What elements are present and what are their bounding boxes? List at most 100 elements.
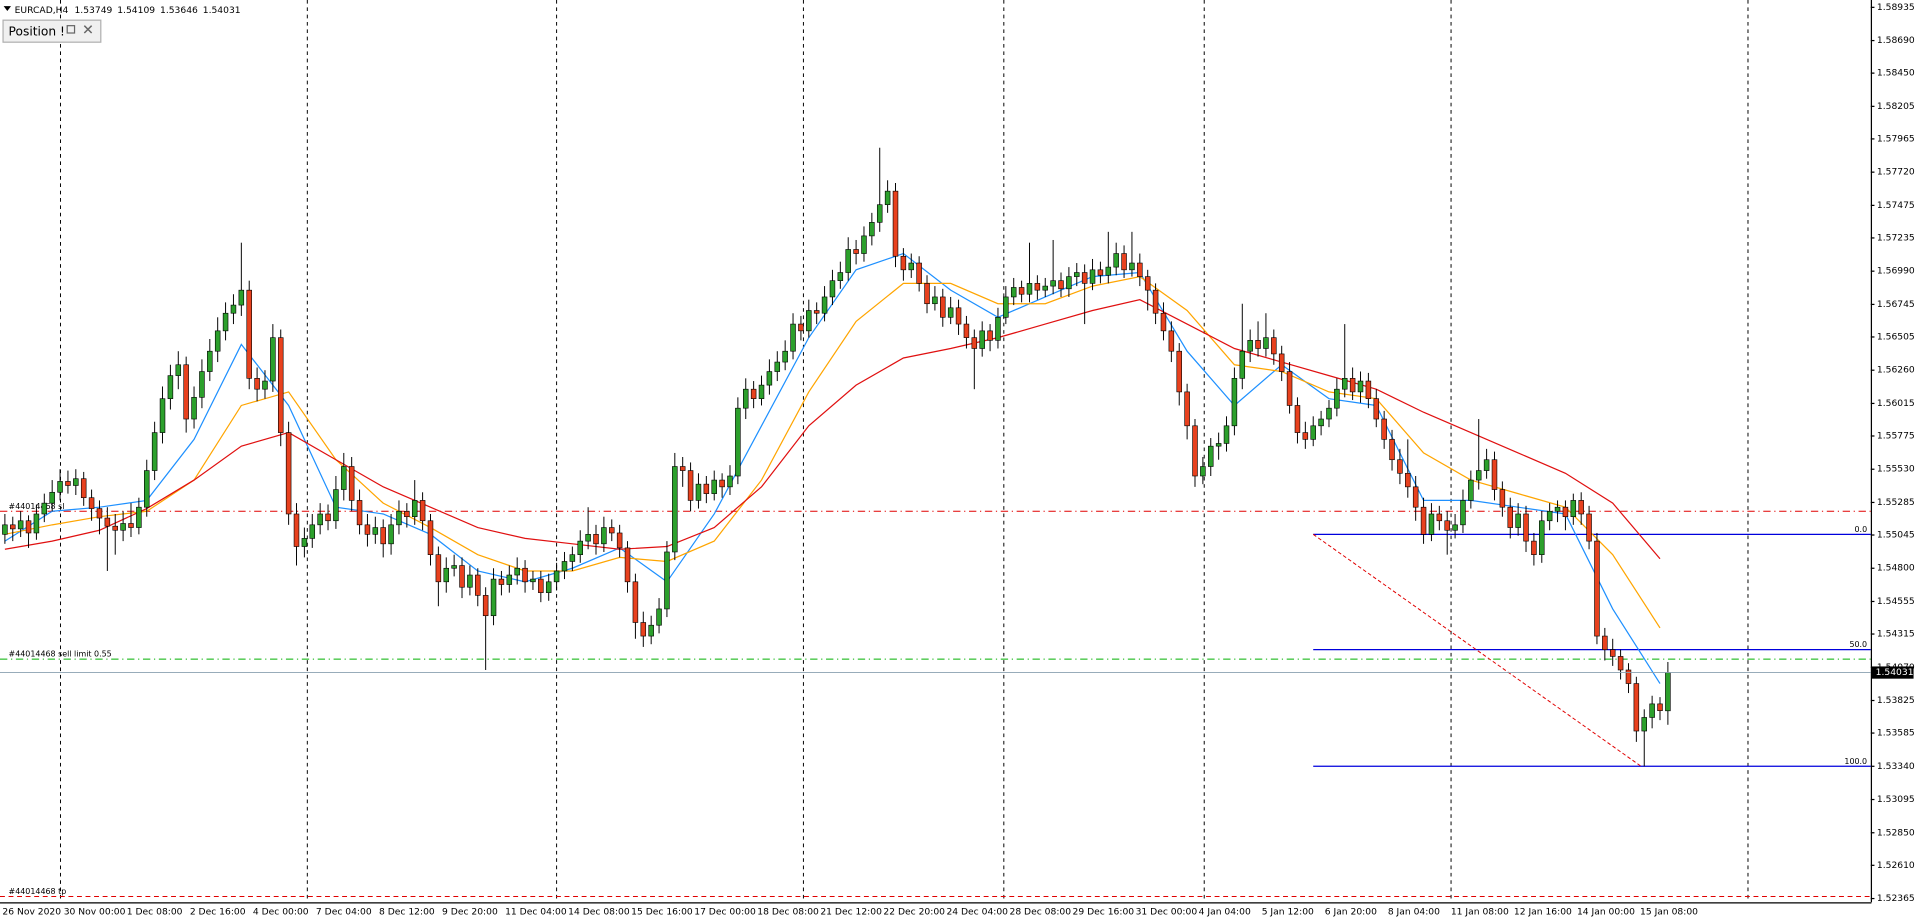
candle-body	[1137, 262, 1143, 277]
chart-header: EURCAD,H4 1.53749 1.54109 1.53646 1.54031	[15, 4, 241, 15]
candle-body	[719, 479, 725, 488]
restore-icon[interactable]	[66, 25, 76, 34]
close-icon[interactable]	[83, 25, 93, 34]
candle-body	[1523, 513, 1529, 542]
candle-body	[1168, 330, 1175, 352]
x-tick-label: 12 Jan 16:00	[1514, 906, 1572, 917]
candle-body	[96, 508, 103, 519]
candle-body	[1412, 486, 1419, 508]
candle-body	[356, 500, 363, 526]
y-tick-label: 1.55285	[1877, 497, 1915, 508]
candle-body	[1231, 378, 1238, 427]
candle-body	[908, 262, 915, 271]
candle-body	[1326, 407, 1332, 420]
candle-body	[1176, 350, 1182, 393]
candle-body	[1507, 506, 1514, 528]
candle-body	[1318, 418, 1324, 427]
candle-body	[876, 204, 883, 223]
x-tick-label: 17 Dec 00:00	[694, 906, 756, 917]
candle-body	[1444, 520, 1450, 531]
candle-body	[372, 527, 379, 535]
x-tick-label: 14 Jan 00:00	[1577, 906, 1635, 917]
candle-body	[971, 337, 978, 349]
candle-body	[577, 540, 583, 555]
current-price-label: 1.54031	[1876, 667, 1914, 678]
candle-body	[798, 323, 804, 332]
candle-body	[679, 466, 686, 471]
candle-body	[924, 283, 930, 305]
candle-body	[246, 289, 252, 379]
candle-body	[1539, 520, 1545, 555]
candle-body	[837, 272, 844, 281]
candle-body	[664, 551, 670, 610]
candle-body	[845, 249, 851, 273]
candle-body	[128, 523, 134, 528]
candle-body	[451, 565, 457, 569]
last-close: 1.54031	[203, 4, 241, 15]
candle-body	[538, 578, 544, 593]
candle-body	[545, 581, 552, 593]
x-tick-label: 11 Jan 08:00	[1451, 906, 1509, 917]
candle-body	[104, 517, 111, 527]
x-tick-label: 11 Dec 04:00	[505, 906, 567, 917]
candle-body	[411, 500, 418, 518]
x-tick-label: 8 Jan 04:00	[1388, 906, 1440, 917]
candle-body	[821, 296, 828, 314]
candle-body	[1018, 287, 1025, 295]
x-tick-label: 5 Jan 12:00	[1262, 906, 1314, 917]
candle-body	[1602, 635, 1608, 650]
y-tick-label: 1.57475	[1877, 200, 1915, 211]
x-tick-label: 29 Dec 16:00	[1073, 906, 1135, 917]
candle-body	[892, 190, 899, 257]
y-tick-label: 1.58450	[1877, 68, 1915, 79]
candle-body	[1349, 378, 1356, 393]
x-tick-label: 4 Jan 04:00	[1199, 906, 1251, 917]
menu-arrow[interactable]	[3, 6, 11, 12]
candle-body	[1373, 398, 1380, 420]
candle-body	[1578, 500, 1584, 515]
candle-body	[1271, 337, 1277, 355]
candle-body	[687, 470, 694, 501]
y-tick-label: 1.56015	[1877, 398, 1915, 409]
candle-body	[553, 570, 560, 583]
x-tick-label: 26 Nov 2020	[2, 906, 61, 917]
candle-body	[1460, 500, 1466, 526]
candle-body	[364, 524, 371, 535]
candle-body	[1515, 513, 1521, 528]
candle-body	[191, 397, 197, 420]
candle-body	[648, 624, 654, 637]
candle-body	[33, 513, 40, 534]
candle-body	[1286, 371, 1293, 406]
candle-body	[1562, 506, 1569, 518]
candle-body	[1074, 272, 1080, 277]
candle-body	[475, 574, 481, 596]
y-tick-label: 1.53340	[1877, 761, 1915, 772]
y-tick-label: 1.54555	[1877, 596, 1915, 607]
candle-body	[1089, 269, 1096, 284]
candle-body	[348, 466, 355, 501]
candle-body	[506, 574, 513, 585]
x-tick-label: 1 Dec 08:00	[127, 906, 183, 917]
candle-body	[1129, 262, 1135, 271]
candle-body	[396, 510, 402, 526]
candle-body	[482, 595, 489, 617]
candle-body	[1341, 378, 1348, 390]
candle-body	[1247, 340, 1253, 352]
current-price-box	[1872, 666, 1914, 679]
candle-body	[640, 622, 647, 637]
candle-body	[1152, 289, 1159, 314]
candle-body	[940, 296, 946, 318]
panel-title: Position !	[9, 24, 65, 38]
candle-body	[813, 310, 820, 314]
candle-body	[963, 323, 970, 338]
candle-body	[1405, 472, 1411, 488]
candle-body	[136, 506, 142, 528]
candle-body	[672, 466, 678, 553]
x-tick-label: 6 Jan 20:00	[1325, 906, 1377, 917]
candle-body	[1223, 425, 1230, 444]
candle-body	[214, 330, 221, 352]
candle-body	[199, 371, 205, 398]
y-tick-label: 1.53585	[1877, 728, 1915, 739]
